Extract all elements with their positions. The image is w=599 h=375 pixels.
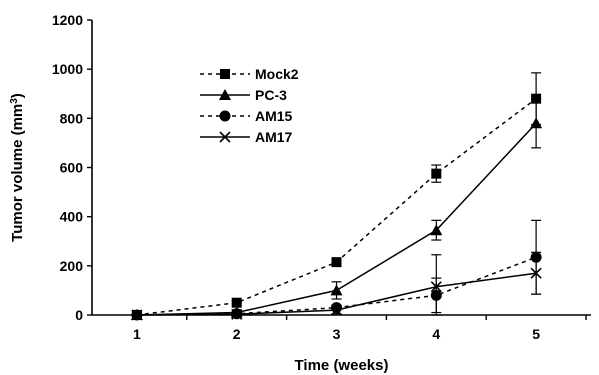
x-tick-label: 3 [333,326,341,342]
y-tick-label: 0 [75,307,83,323]
legend: Mock2 PC-3 AM15 AM17 [200,66,299,145]
x-tick-label: 5 [532,326,540,342]
x-marker-stroke [219,131,231,143]
data-point-am17 [530,267,542,279]
legend-marker-am17 [219,131,231,143]
legend-item-am17: AM17 [200,129,293,145]
legend-label-pc-3: PC-3 [255,87,287,103]
data-point-am17 [231,308,243,320]
y-tick-label: 400 [60,209,84,225]
data-point-am17 [330,304,343,316]
y-tick-label: 200 [60,258,84,274]
legend-item-am15: AM15 [200,108,293,124]
data-series [130,72,543,321]
data-point-am17 [131,309,143,321]
y-axis-title-main: Tumor volume (mm [9,104,26,242]
x-marker-stroke [430,281,442,293]
x-tick-label: 1 [133,326,141,342]
y-axis-title-suffix: ) [9,93,26,98]
legend-marker-mock2 [220,69,230,79]
y-tick-label: 800 [60,110,84,126]
data-point-mock2 [331,257,342,268]
legend-item-mock2: Mock2 [200,66,299,82]
y-tick-label: 1200 [52,12,83,28]
data-point-pc-3 [430,224,443,236]
legend-item-pc-3: PC-3 [200,87,287,103]
x-axis-ticks: 1 2 3 4 5 [133,315,587,342]
x-tick-label: 4 [432,326,440,342]
data-point-mock2 [431,168,442,179]
x-marker-stroke [131,309,143,321]
legend-label-am15: AM15 [255,108,293,124]
legend-marker-pc-3 [219,89,231,100]
data-point-pc-3 [330,284,343,296]
data-point-am17 [430,281,442,293]
series-am15 [131,219,542,321]
x-tick-label: 2 [233,326,241,342]
x-marker-stroke [530,267,542,279]
y-tick-label: 1000 [52,61,83,77]
data-point-mock2 [231,297,242,308]
x-axis-title: Time (weeks) [295,357,389,374]
x-marker-stroke [330,304,343,316]
legend-label-am17: AM17 [255,129,293,145]
data-point-pc-3 [530,117,543,129]
y-tick-label: 600 [60,160,84,176]
legend-label-mock2: Mock2 [255,66,299,82]
y-axis-ticks: 0 200 400 600 800 1000 1200 [52,12,92,323]
y-axis-title-superscript: 3 [9,98,20,104]
x-marker-stroke [231,308,243,320]
series-pc-3 [130,98,543,320]
legend-marker-am15 [219,110,231,122]
series-am17 [131,251,542,321]
axes [91,20,591,316]
y-axis-title: Tumor volume (mm3) [9,93,27,242]
